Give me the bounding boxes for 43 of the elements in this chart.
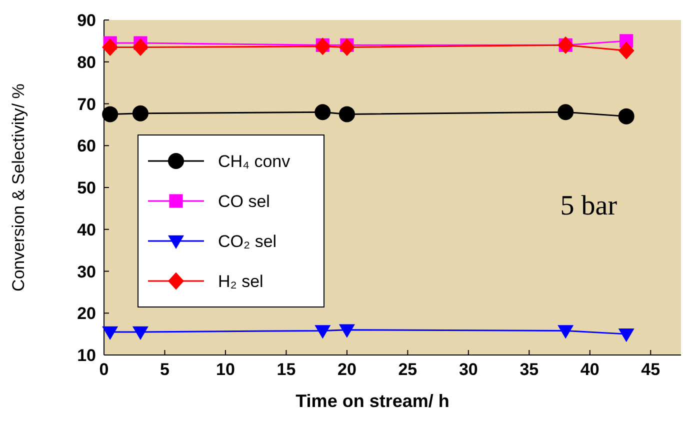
point bbox=[558, 104, 574, 120]
legend-label: CO sel bbox=[218, 192, 270, 211]
point bbox=[314, 325, 331, 339]
point bbox=[314, 104, 331, 120]
point bbox=[132, 105, 148, 122]
point bbox=[132, 326, 148, 340]
point bbox=[314, 38, 331, 56]
y-tick-label: 40 bbox=[77, 220, 96, 240]
y-tick-label: 70 bbox=[77, 94, 96, 114]
x-tick-label: 15 bbox=[276, 360, 296, 379]
y-tick-label: 30 bbox=[77, 262, 96, 282]
point bbox=[338, 106, 355, 122]
point bbox=[558, 325, 574, 339]
legend-label: CO₂ sel bbox=[218, 232, 277, 251]
x-tick-label: 40 bbox=[580, 360, 600, 379]
point bbox=[102, 326, 118, 340]
x-tick-label: 45 bbox=[641, 360, 660, 379]
x-tick-label: 10 bbox=[216, 360, 235, 379]
y-tick-label: 60 bbox=[77, 136, 96, 156]
point bbox=[618, 42, 634, 60]
y-tick-label: 10 bbox=[77, 346, 96, 365]
y-tick-label: 90 bbox=[77, 11, 96, 30]
point bbox=[618, 328, 634, 342]
point bbox=[338, 324, 355, 338]
y-tick-label: 50 bbox=[77, 178, 96, 198]
x-tick-label: 0 bbox=[99, 360, 109, 379]
point bbox=[102, 38, 118, 56]
point bbox=[102, 106, 118, 122]
x-tick-label: 25 bbox=[398, 360, 418, 379]
point bbox=[338, 38, 355, 56]
point bbox=[132, 38, 148, 56]
x-axis-title: Time on stream/ h bbox=[296, 391, 450, 411]
legend-label: H₂ sel bbox=[218, 272, 264, 291]
annotation: 5 bar bbox=[560, 190, 618, 222]
x-tick-label: 20 bbox=[337, 360, 356, 379]
legend-label: CH₄ conv bbox=[218, 152, 291, 171]
x-tick-label: 5 bbox=[160, 360, 170, 379]
x-tick-label: 35 bbox=[520, 360, 539, 379]
y-axis-title: Conversion & Selectivity/ % bbox=[9, 84, 28, 292]
point bbox=[618, 108, 634, 124]
y-tick-label: 20 bbox=[77, 304, 96, 324]
x-tick-label: 30 bbox=[458, 360, 478, 379]
y-tick-label: 80 bbox=[77, 52, 96, 72]
